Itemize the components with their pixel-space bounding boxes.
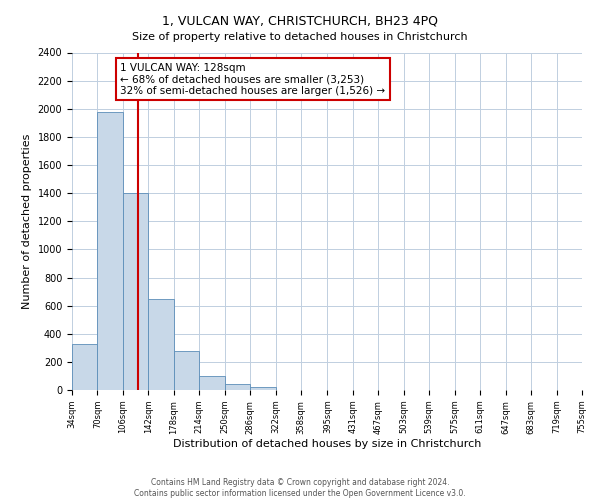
Text: 1, VULCAN WAY, CHRISTCHURCH, BH23 4PQ: 1, VULCAN WAY, CHRISTCHURCH, BH23 4PQ [162,15,438,28]
Bar [199,376,225,390]
Y-axis label: Number of detached properties: Number of detached properties [22,134,32,309]
Bar [97,112,123,390]
Bar [148,298,174,390]
Bar [250,387,276,390]
Bar [225,384,250,390]
Bar [72,344,97,390]
Text: Size of property relative to detached houses in Christchurch: Size of property relative to detached ho… [132,32,468,42]
Bar [174,352,199,390]
Text: 1 VULCAN WAY: 128sqm
← 68% of detached houses are smaller (3,253)
32% of semi-de: 1 VULCAN WAY: 128sqm ← 68% of detached h… [121,62,386,96]
Text: Contains HM Land Registry data © Crown copyright and database right 2024.
Contai: Contains HM Land Registry data © Crown c… [134,478,466,498]
Bar [123,193,148,390]
X-axis label: Distribution of detached houses by size in Christchurch: Distribution of detached houses by size … [173,440,481,450]
